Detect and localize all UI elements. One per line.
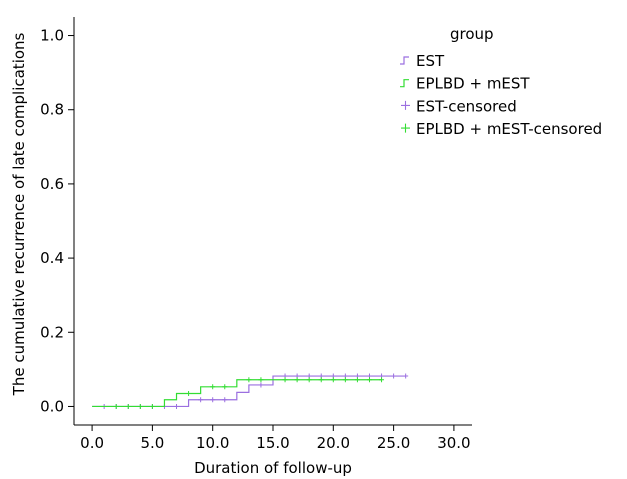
series-0: [92, 373, 409, 409]
legend-step-icon: [400, 56, 409, 65]
y-tick-label: 0.0: [40, 397, 64, 415]
axes: 0.0 5.0 10.0 15.0 20.0 25.0 30.0 0.0 0.2 0.4 0.6 0.…: [40, 17, 472, 452]
legend-title: group: [450, 25, 494, 43]
censored-mark: [186, 390, 192, 396]
censored-mark: [379, 377, 385, 383]
censored-mark: [113, 403, 119, 409]
censored-mark: [330, 377, 336, 383]
censored-mark: [391, 373, 397, 379]
y-tick-label: 0.8: [40, 101, 64, 119]
legend-plus-icon: [401, 123, 410, 133]
censored-mark: [222, 384, 228, 390]
censored-mark: [258, 377, 264, 383]
x-tick-label: 20.0: [317, 434, 350, 452]
legend-entry-label: EPLBD + mEST: [416, 75, 530, 93]
censored-mark: [294, 377, 300, 383]
censored-mark: [210, 384, 216, 390]
censored-mark: [306, 377, 312, 383]
legend-step-icon: [400, 79, 409, 88]
censored-mark: [198, 397, 204, 403]
censored-mark: [125, 403, 131, 409]
legend-entry-label: EST-censored: [416, 97, 517, 115]
legend-entry-label: EPLBD + mEST-censored: [416, 120, 602, 138]
censored-mark: [342, 377, 348, 383]
censored-mark: [174, 403, 180, 409]
censored-mark: [258, 382, 264, 388]
x-tick-label: 0.0: [80, 434, 104, 452]
series-layer: [92, 373, 409, 409]
x-tick-label: 25.0: [377, 434, 410, 452]
censored-mark: [318, 377, 324, 383]
series-1: [92, 377, 385, 409]
legend-entry-label: EST: [416, 52, 445, 70]
censored-mark: [222, 397, 228, 403]
censored-mark: [354, 377, 360, 383]
censored-mark: [210, 397, 216, 403]
censored-mark: [403, 373, 409, 379]
y-axis-title: The cumulative recurrence of late compli…: [10, 32, 28, 396]
censored-mark: [149, 403, 155, 409]
censored-mark: [246, 377, 252, 383]
y-tick-label: 0.6: [40, 175, 64, 193]
y-tick-label: 1.0: [40, 27, 64, 45]
legend: EST EPLBD + mEST EST-censored EPLBD + mEST-…: [400, 52, 602, 138]
censored-mark: [366, 377, 372, 383]
x-tick-label: 15.0: [256, 434, 289, 452]
x-axis-title: Duration of follow-up: [194, 459, 352, 477]
x-tick-label: 10.0: [196, 434, 229, 452]
series-line-0: [92, 375, 406, 408]
legend-plus-icon: [401, 100, 410, 110]
x-tick-label: 5.0: [140, 434, 164, 452]
y-tick-label: 0.2: [40, 323, 64, 341]
censored-mark: [282, 377, 288, 383]
x-tick-label: 30.0: [437, 434, 470, 452]
censored-mark: [137, 403, 143, 409]
y-tick-label: 0.4: [40, 249, 64, 267]
